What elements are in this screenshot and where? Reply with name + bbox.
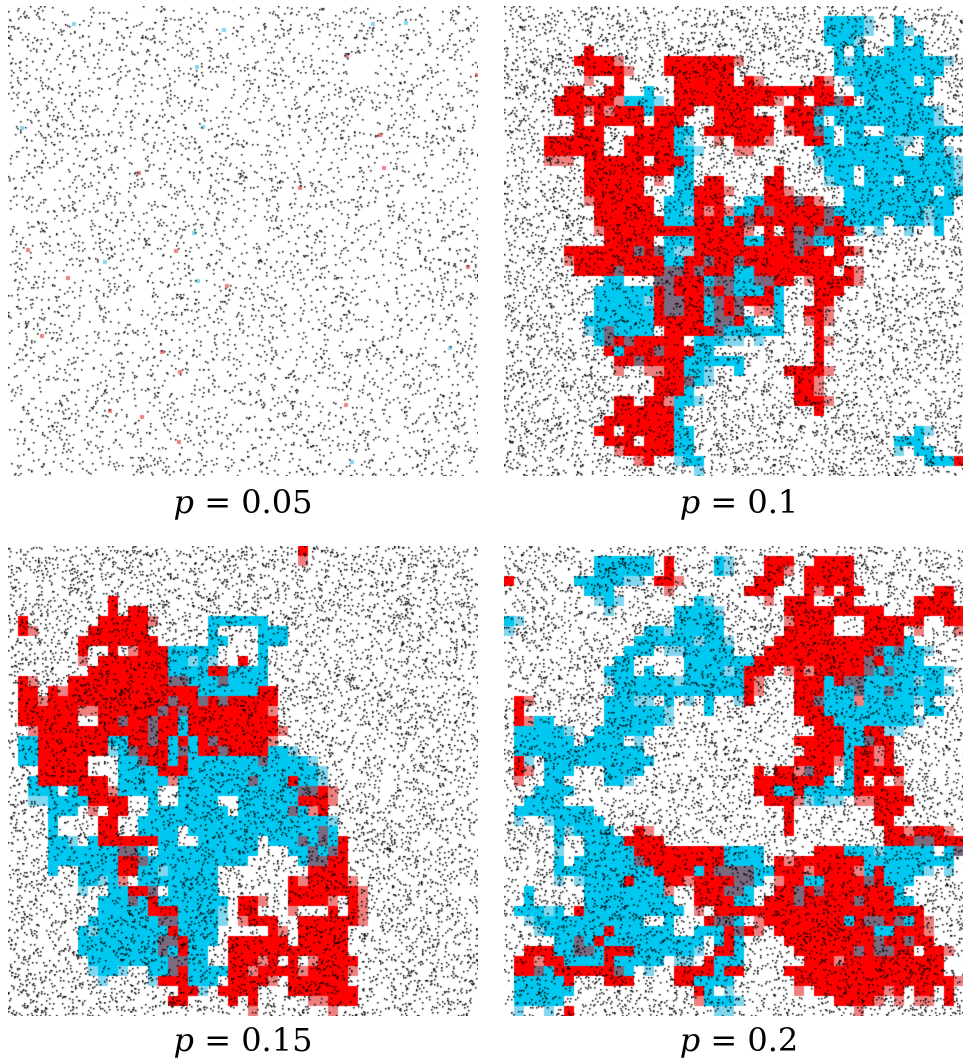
caption-value: 0.05 <box>241 483 313 521</box>
caption-variable: p <box>679 1021 701 1059</box>
caption-variable: p <box>173 483 195 521</box>
caption-variable: p <box>679 483 701 521</box>
simulation-panel-p-0.15 <box>8 546 478 1016</box>
caption-value: 0.2 <box>747 1021 799 1059</box>
caption-equals: = <box>700 1021 748 1059</box>
panel-caption: p = 0.05 <box>8 482 478 522</box>
caption-variable: p <box>173 1021 195 1059</box>
lattice-image <box>504 546 963 1016</box>
panel-caption: p = 0.15 <box>8 1020 478 1060</box>
caption-equals: = <box>700 483 748 521</box>
caption-equals: = <box>194 483 242 521</box>
panel-caption: p = 0.1 <box>504 482 963 522</box>
caption-value: 0.15 <box>241 1021 313 1059</box>
lattice-image <box>8 6 478 476</box>
panel-caption: p = 0.2 <box>504 1020 963 1060</box>
caption-value: 0.1 <box>747 483 799 521</box>
lattice-image <box>8 546 478 1016</box>
lattice-image <box>504 6 963 476</box>
simulation-panel-p-0.2 <box>504 546 963 1016</box>
simulation-panel-p-0.1 <box>504 6 963 476</box>
caption-equals: = <box>194 1021 242 1059</box>
simulation-panel-p-0.05 <box>8 6 478 476</box>
